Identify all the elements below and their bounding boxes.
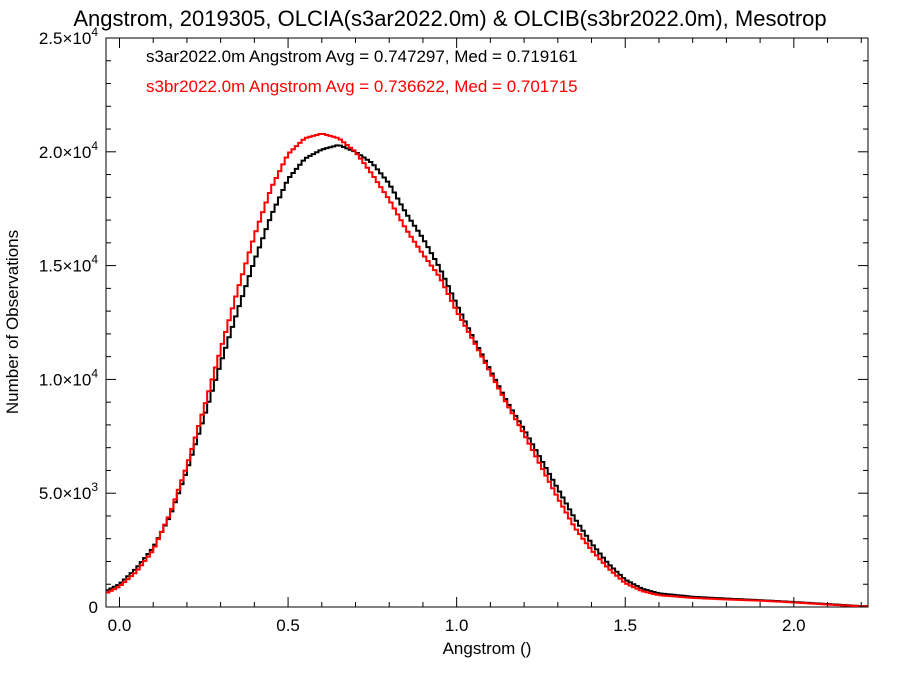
y-tick-label: 2.0×104 (39, 139, 98, 162)
chart-title: Angstrom, 2019305, OLCIA(s3ar2022.0m) & … (73, 6, 826, 31)
plot-frame (105, 37, 869, 608)
y-tick-label: 1.0×104 (39, 366, 98, 389)
y-tick-label: 5.0×103 (39, 480, 98, 503)
x-axis-label: Angstrom () (443, 639, 532, 658)
legend-entry-s3br: s3br2022.0m Angstrom Avg = 0.736622, Med… (146, 77, 578, 96)
x-tick-label: 0.0 (108, 616, 132, 635)
series-line-0 (106, 144, 868, 608)
y-tick-label: 1.5×104 (39, 253, 98, 276)
legend-entry-s3ar: s3ar2022.0m Angstrom Avg = 0.747297, Med… (146, 47, 578, 66)
x-tick-label: 2.0 (782, 616, 806, 635)
y-tick-label: 0 (89, 598, 98, 617)
x-tick-label: 1.5 (613, 616, 637, 635)
x-tick-label: 0.5 (276, 616, 300, 635)
x-tick-label: 1.0 (445, 616, 469, 635)
y-tick-label: 2.5×104 (39, 25, 98, 48)
series-layer (106, 133, 868, 608)
y-axis-label: Number of Observations (3, 230, 22, 414)
ticks-layer: 0.0 0.5 1.0 1.5 2.0 0 5.0×103 1.0×104 1.5×104 2.0… (39, 25, 868, 635)
series-line-1 (106, 133, 868, 608)
